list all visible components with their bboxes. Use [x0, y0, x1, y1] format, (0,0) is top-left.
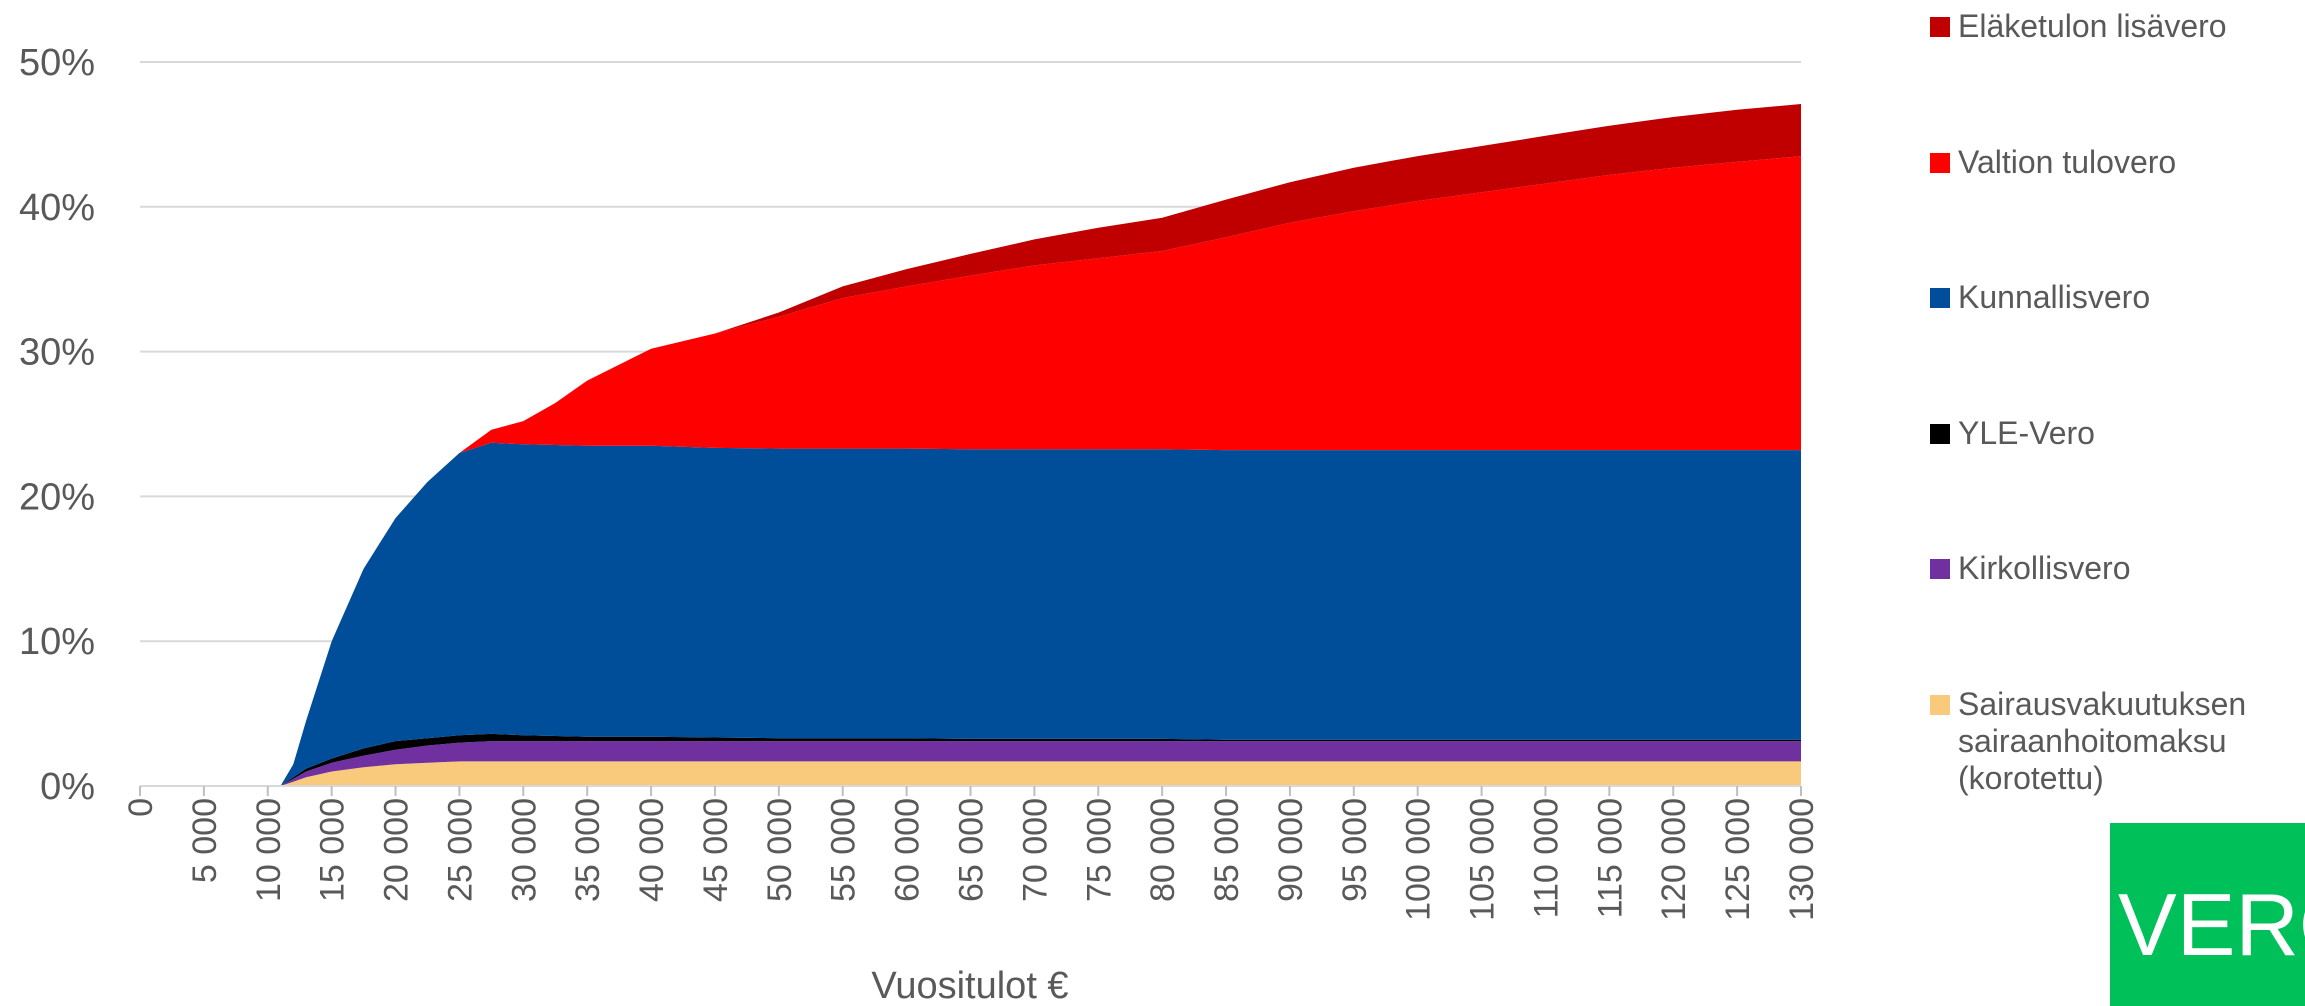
x-tick-label: 65 000: [953, 798, 991, 902]
y-tick-label: 50%: [19, 42, 95, 84]
legend-item: Eläketulon lisävero: [1930, 8, 2288, 45]
y-tick-label: 20%: [19, 476, 95, 518]
legend-label: YLE-Vero: [1958, 414, 2095, 451]
legend-item: Sairausvakuutuksen sairaanhoitomaksu (ko…: [1930, 686, 2288, 797]
x-tick-label: 15 000: [314, 798, 352, 902]
legend-item: Kirkollisvero: [1930, 550, 2288, 587]
legend-label: Valtion tulovero: [1958, 143, 2177, 180]
area: [140, 442, 1801, 786]
logo-box: [2110, 823, 2305, 1006]
x-axis-label: Vuositulot €: [871, 965, 1068, 1006]
legend-item: Kunnallisvero: [1930, 279, 2288, 316]
area: [140, 761, 1801, 786]
x-tick-label: 120 000: [1655, 798, 1693, 921]
x-tick-label: 30 000: [505, 798, 543, 902]
x-tick-label: 10 000: [250, 798, 288, 902]
x-tick-label: 85 000: [1208, 798, 1246, 902]
legend-label: Kunnallisvero: [1958, 279, 2151, 315]
x-tick-label: 75 000: [1080, 798, 1118, 902]
x-tick-label: 20 000: [378, 798, 416, 902]
x-tick-label: 115 000: [1591, 798, 1629, 918]
x-tick-label: 50 000: [761, 798, 799, 902]
x-tick-label: 45 000: [697, 798, 735, 902]
area: [140, 156, 1801, 787]
x-tick-label: 5 000: [186, 798, 224, 883]
legend-swatch: [1930, 423, 1950, 444]
legend-swatch: [1930, 288, 1950, 308]
legend-label: Sairausvakuutuksen sairaanhoitomaksu (ko…: [1958, 685, 2247, 796]
legend-swatch: [1930, 694, 1950, 715]
x-tick-label: 0: [122, 798, 160, 817]
area: [140, 741, 1801, 786]
legend-swatch: [1930, 17, 1950, 37]
x-tick-label: 25 000: [441, 798, 479, 902]
x-tick-label: 110 000: [1527, 798, 1565, 918]
x-tick-label: 95 000: [1336, 798, 1374, 902]
legend-item: Valtion tulovero: [1930, 144, 2288, 181]
legend-swatch: [1930, 559, 1950, 579]
x-tick-label: 105 000: [1464, 798, 1502, 921]
y-tick-label: 40%: [19, 187, 95, 229]
x-tick-label: 80 000: [1144, 798, 1182, 902]
y-tick-label: 10%: [19, 621, 95, 663]
x-tick-label: 125 000: [1719, 798, 1757, 921]
x-tick-label: 100 000: [1400, 798, 1438, 921]
legend-label: Kirkollisvero: [1958, 550, 2131, 586]
x-tick-label: 90 000: [1272, 798, 1310, 902]
legend-label: Eläketulon lisävero: [1958, 8, 2227, 44]
legend-swatch: [1930, 152, 1950, 173]
logo-text: VERO: [2118, 875, 2305, 974]
x-tick-label: 40 000: [633, 798, 671, 902]
x-tick-label: 35 000: [569, 798, 607, 902]
y-tick-label: 0%: [40, 766, 95, 808]
x-tick-label: 60 000: [889, 798, 927, 902]
x-tick-label: 70 000: [1016, 798, 1054, 902]
x-tick-label: 130 000: [1783, 798, 1821, 921]
legend-item: YLE-Vero: [1930, 415, 2288, 452]
x-tick-label: 55 000: [825, 798, 863, 902]
y-tick-label: 30%: [19, 332, 95, 374]
